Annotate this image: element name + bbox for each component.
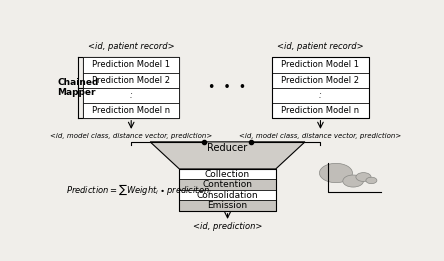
Text: <id, prediction>: <id, prediction> [193, 222, 262, 232]
Bar [83, 57, 179, 73]
Text: Reducer: Reducer [207, 143, 248, 153]
Bar [272, 57, 369, 118]
Text: :: : [130, 91, 133, 100]
Bar [179, 190, 276, 200]
Bar [83, 88, 179, 103]
Circle shape [356, 173, 371, 181]
Text: Collection: Collection [205, 170, 250, 179]
Text: :: : [319, 91, 322, 100]
Text: Chained
Mapper: Chained Mapper [57, 78, 99, 97]
Text: Contention: Contention [202, 180, 253, 189]
Text: Emission: Emission [207, 201, 248, 210]
Bar [83, 103, 179, 118]
Text: •  •  •: • • • [209, 81, 246, 94]
Text: Consolidation: Consolidation [197, 191, 258, 200]
Bar [179, 179, 276, 190]
Bar [179, 169, 276, 211]
Circle shape [366, 177, 377, 184]
Text: Prediction Model 2: Prediction Model 2 [92, 75, 170, 85]
Polygon shape [150, 142, 305, 169]
Text: <id, patient record>: <id, patient record> [88, 43, 174, 51]
Bar [179, 200, 276, 211]
Text: <id, model class, distance vector, prediction>: <id, model class, distance vector, predi… [239, 133, 401, 139]
Text: $\it{Prediction} = \sum \it{Weight}_i \bullet \it{prediciton}_i$: $\it{Prediction} = \sum \it{Weight}_i \b… [66, 183, 212, 197]
Text: Prediction Model n: Prediction Model n [92, 106, 170, 115]
Bar [83, 57, 179, 118]
Text: Prediction Model 1: Prediction Model 1 [92, 61, 170, 69]
Text: Prediction Model 2: Prediction Model 2 [281, 75, 360, 85]
Circle shape [343, 175, 364, 187]
Bar [272, 103, 369, 118]
Bar [272, 73, 369, 88]
Bar [272, 88, 369, 103]
Text: <id, model class, distance vector, prediction>: <id, model class, distance vector, predi… [50, 133, 212, 139]
Text: <id, patient record>: <id, patient record> [277, 43, 364, 51]
Bar [179, 169, 276, 179]
Text: Prediction Model n: Prediction Model n [281, 106, 360, 115]
Text: Prediction Model 1: Prediction Model 1 [281, 61, 360, 69]
Bar [83, 73, 179, 88]
Bar [272, 57, 369, 73]
Circle shape [319, 163, 353, 183]
